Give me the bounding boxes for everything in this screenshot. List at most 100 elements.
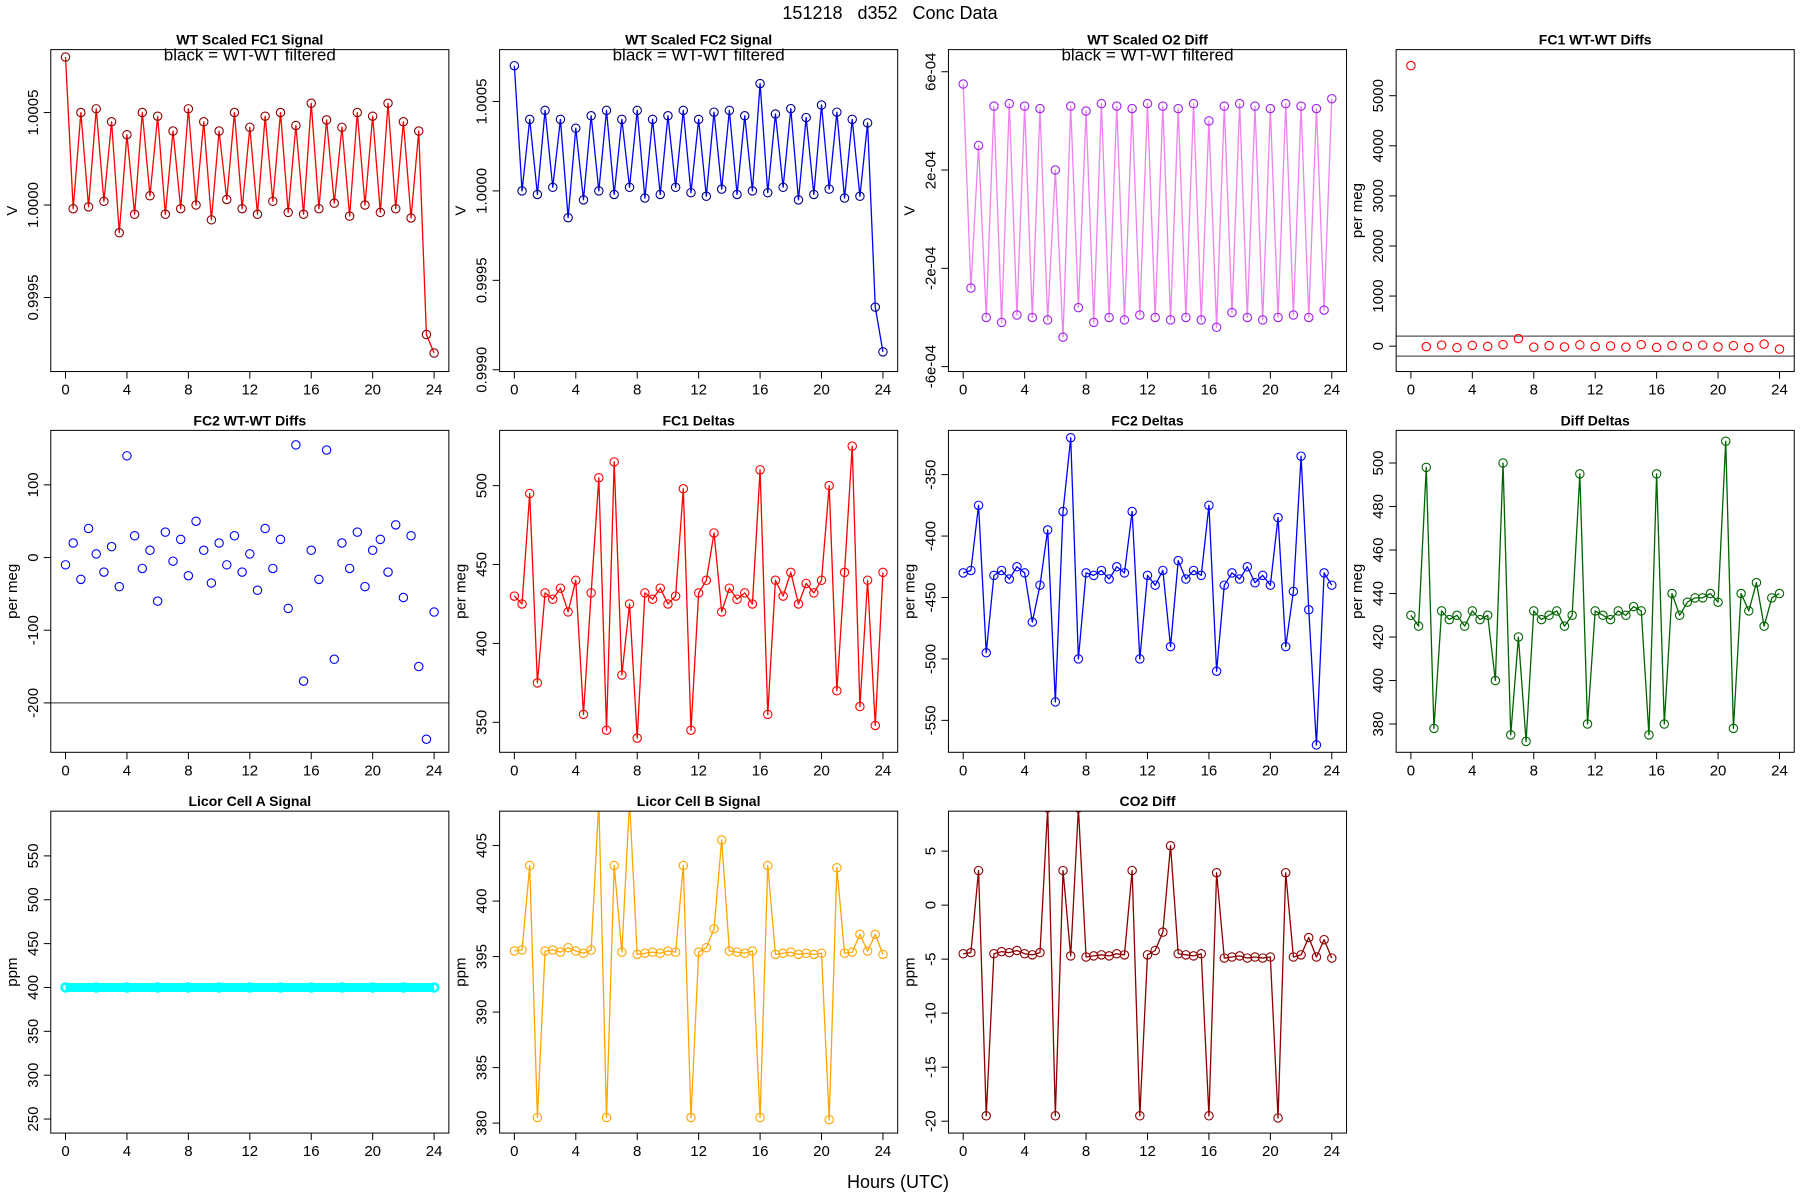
data-point bbox=[175, 534, 186, 545]
data-point bbox=[724, 946, 735, 956]
y-tick-label: 0.9990 bbox=[474, 347, 491, 393]
data-point bbox=[383, 567, 393, 577]
data-point bbox=[601, 105, 612, 116]
data-point bbox=[816, 575, 827, 586]
plot-frame bbox=[50, 810, 450, 1134]
y-axis-label: per meg bbox=[1349, 564, 1366, 619]
data-point bbox=[291, 120, 301, 131]
data-point bbox=[1012, 945, 1022, 956]
plot-area bbox=[509, 60, 888, 357]
data-point bbox=[578, 195, 589, 205]
data-point bbox=[145, 191, 155, 201]
x-tick-label: 0 bbox=[510, 382, 518, 399]
data-point bbox=[375, 534, 386, 545]
x-tick-label: 8 bbox=[184, 382, 192, 399]
plot-frame bbox=[1395, 49, 1795, 373]
data-point bbox=[1590, 606, 1600, 616]
data-point bbox=[1173, 555, 1183, 566]
data-point bbox=[878, 567, 888, 578]
x-tick-label: 0 bbox=[61, 382, 69, 399]
data-point bbox=[1204, 500, 1214, 511]
data-point bbox=[1636, 606, 1647, 616]
x-tick-label: 0 bbox=[1407, 382, 1415, 399]
data-point bbox=[1644, 730, 1654, 740]
data-point bbox=[1188, 565, 1199, 576]
y-tick-label: -350 bbox=[922, 460, 939, 490]
data-point bbox=[595, 797, 603, 805]
data-point bbox=[1327, 94, 1337, 104]
data-point bbox=[870, 929, 881, 940]
y-tick-label: -100 bbox=[25, 615, 42, 645]
x-tick-label: 12 bbox=[1139, 382, 1156, 399]
data-point bbox=[252, 585, 263, 596]
y-tick-label: -400 bbox=[922, 521, 939, 551]
data-point bbox=[509, 946, 520, 956]
data-point bbox=[198, 117, 209, 127]
data-point bbox=[1444, 614, 1455, 625]
data-point bbox=[1142, 950, 1153, 960]
data-point bbox=[973, 140, 984, 151]
data-point bbox=[686, 187, 696, 198]
data-point bbox=[214, 126, 224, 136]
data-point bbox=[1273, 512, 1283, 523]
y-tick-label: 385 bbox=[474, 1055, 491, 1080]
x-tick-label: 24 bbox=[1771, 762, 1788, 779]
data-point bbox=[801, 948, 811, 958]
data-point bbox=[1219, 580, 1230, 590]
data-point bbox=[670, 947, 681, 957]
data-point bbox=[1265, 580, 1276, 590]
y-tick-label: 0.9995 bbox=[474, 257, 491, 303]
data-point bbox=[1058, 332, 1068, 342]
data-point bbox=[1104, 312, 1114, 323]
x-tick-label: 12 bbox=[690, 762, 707, 779]
data-point bbox=[1219, 101, 1230, 111]
panel-title: Diff Deltas bbox=[1561, 412, 1630, 428]
data-point bbox=[336, 982, 348, 993]
data-point bbox=[1697, 340, 1708, 350]
data-point bbox=[406, 213, 416, 223]
data-point bbox=[129, 531, 140, 541]
data-point bbox=[1327, 953, 1337, 963]
data-point bbox=[524, 114, 535, 125]
data-point bbox=[1682, 341, 1693, 352]
data-point bbox=[1088, 317, 1099, 328]
panel: CO2 Diff ppm 0 4 8 12 16 20 24 -20 -15 -10 -5 0 5 bbox=[901, 793, 1348, 1160]
data-point bbox=[1505, 730, 1516, 740]
data-point bbox=[68, 203, 78, 214]
y-tick-label: 100 bbox=[25, 472, 42, 497]
panel: FC1 WT-WT Diffs per meg 0 4 8 12 16 20 24 0 1000 20… bbox=[1349, 32, 1795, 399]
y-tick-label: 350 bbox=[25, 1019, 42, 1044]
data-point bbox=[237, 203, 247, 214]
data-point bbox=[693, 947, 704, 957]
data-point bbox=[801, 578, 811, 589]
data-point bbox=[1211, 322, 1222, 333]
x-tick-label: 12 bbox=[1587, 382, 1604, 399]
x-tick-label: 8 bbox=[184, 1143, 192, 1160]
data-point bbox=[716, 607, 727, 617]
x-tick-label: 12 bbox=[241, 762, 258, 779]
data-point bbox=[1705, 588, 1716, 599]
y-tick-label: 1.0000 bbox=[474, 168, 491, 214]
data-point bbox=[824, 480, 834, 491]
data-point bbox=[1142, 570, 1153, 581]
data-point bbox=[617, 114, 627, 125]
y-axis-label: ppm bbox=[901, 958, 918, 987]
data-point bbox=[275, 982, 286, 993]
data-point bbox=[1042, 525, 1053, 535]
y-tick-label: 400 bbox=[1370, 668, 1387, 693]
panel: FC2 Deltas per meg 0 4 8 12 16 20 24 -550 -500 -450… bbox=[901, 412, 1348, 779]
data-point bbox=[1621, 342, 1631, 352]
data-point bbox=[68, 538, 78, 548]
x-tick-label: 20 bbox=[1710, 382, 1727, 399]
data-point bbox=[1296, 101, 1306, 111]
data-point bbox=[1004, 98, 1015, 109]
data-point bbox=[1682, 597, 1693, 607]
y-tick-label: -2e-04 bbox=[922, 247, 939, 290]
data-point bbox=[160, 527, 171, 537]
data-point bbox=[624, 599, 635, 609]
data-point bbox=[398, 592, 409, 603]
y-axis-label: ppm bbox=[4, 958, 21, 987]
data-point bbox=[1311, 103, 1322, 114]
data-point bbox=[555, 114, 566, 125]
data-point bbox=[1074, 811, 1082, 813]
